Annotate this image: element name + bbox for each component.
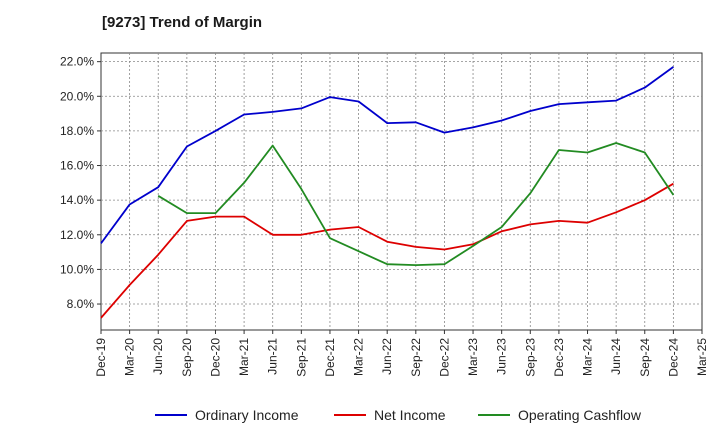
- legend-label: Ordinary Income: [195, 407, 299, 423]
- x-tick-label: Dec-24: [666, 338, 680, 377]
- y-tick-label: 18.0%: [60, 124, 94, 138]
- y-tick-label: 14.0%: [60, 193, 94, 207]
- x-tick-label: Jun-22: [380, 338, 394, 375]
- legend-item-ordinary-income: Ordinary Income: [155, 407, 299, 423]
- series-line-operating-cashflow: [157, 142, 675, 267]
- x-tick-label: Dec-21: [323, 338, 337, 377]
- x-tick-label: Mar-20: [123, 338, 137, 376]
- y-tick-label: 12.0%: [60, 228, 94, 242]
- legend-item-operating-cashflow: Operating Cashflow: [478, 407, 642, 423]
- x-tick-label: Dec-22: [437, 338, 451, 377]
- x-tick-label: Dec-23: [552, 338, 566, 377]
- x-tick-label: Dec-20: [208, 338, 222, 377]
- plot-frame: [100, 52, 703, 331]
- series-line-ordinary-income: [100, 66, 674, 244]
- x-tick-label: Mar-25: [695, 338, 709, 376]
- x-tick-label: Mar-24: [581, 338, 595, 376]
- x-tick-label: Mar-23: [466, 338, 480, 376]
- x-tick-label: Jun-20: [151, 338, 165, 375]
- x-tick-label: Jun-21: [266, 338, 280, 375]
- x-tick-label: Sep-20: [180, 338, 194, 377]
- y-tick-label: 20.0%: [60, 89, 94, 103]
- legend-item-net-income: Net Income: [334, 407, 446, 423]
- chart-title: [9273] Trend of Margin: [102, 14, 263, 31]
- x-tick-label: Sep-21: [294, 338, 308, 377]
- x-tick-label: Jun-23: [495, 338, 509, 375]
- y-tick-label: 22.0%: [60, 55, 94, 69]
- x-tick-label: Sep-24: [638, 338, 652, 377]
- y-tick-label: 10.0%: [60, 262, 94, 276]
- y-tick-label: 8.0%: [67, 297, 95, 311]
- x-tick-label: Mar-21: [237, 338, 251, 376]
- x-tick-label: Dec-19: [94, 338, 108, 377]
- series-line-net-income: [100, 182, 674, 319]
- x-tick-label: Sep-23: [523, 338, 537, 377]
- legend-label: Operating Cashflow: [518, 407, 642, 423]
- x-tick-label: Sep-22: [409, 338, 423, 377]
- x-tick-label: Mar-22: [352, 338, 366, 376]
- y-tick-label: 16.0%: [60, 159, 94, 173]
- legend-label: Net Income: [374, 407, 446, 423]
- x-tick-label: Jun-24: [609, 338, 623, 375]
